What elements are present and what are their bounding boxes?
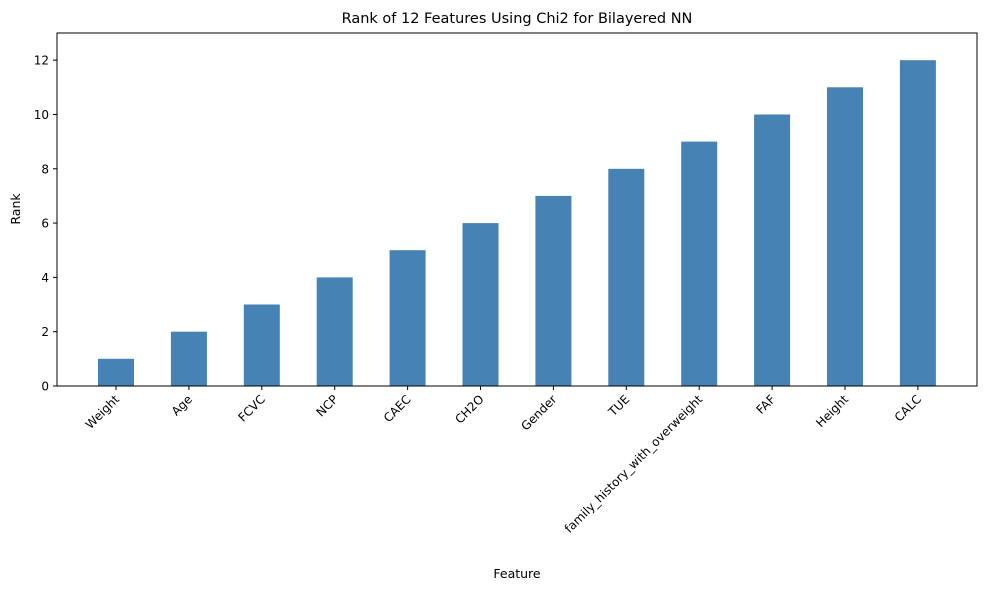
- bars-group: [98, 60, 936, 387]
- x-axis: Weight Age FCVC NCP CAEC CH2O Gender TUEfamily_…: [83, 386, 924, 536]
- bar-CH2O: [462, 223, 499, 386]
- x-tick-label: family_history_with_overweight: [562, 392, 706, 536]
- bar-Height: [827, 87, 863, 387]
- chart-title: Rank of 12 Features Using Chi2 for Bilay…: [342, 11, 693, 27]
- y-tick-label: 4: [41, 271, 49, 285]
- y-axis: 0 2 4 6 8 10 12: [34, 54, 57, 394]
- bar-family_history_with_overweight: [681, 141, 718, 386]
- y-tick-label: 8: [41, 162, 49, 176]
- bar-FAF: [754, 114, 791, 386]
- bar-CAEC: [389, 250, 426, 386]
- x-tick-label: NCP: [314, 392, 341, 419]
- x-tick-label: FAF: [754, 392, 779, 417]
- x-tick-label: FCVC: [235, 392, 267, 424]
- bar-Gender: [535, 195, 572, 386]
- x-tick-label: CH2O: [452, 392, 486, 426]
- x-axis-label: Feature: [493, 566, 541, 581]
- bar-Age: [170, 331, 207, 386]
- x-tick-label: CALC: [892, 392, 924, 424]
- bar-TUE: [608, 168, 645, 386]
- bar-CALC: [899, 60, 936, 386]
- x-tick-label: TUE: [605, 392, 632, 419]
- x-tick-label: Height: [813, 392, 851, 430]
- y-tick-label: 10: [34, 108, 49, 122]
- y-axis-label: Rank: [8, 193, 23, 225]
- bar-Weight: [98, 358, 134, 386]
- x-tick-label: Gender: [518, 392, 559, 433]
- x-tick-label: Age: [169, 392, 195, 418]
- y-tick-label: 12: [34, 54, 49, 68]
- x-tick-label: CAEC: [381, 392, 414, 425]
- plot-frame: [56, 32, 978, 387]
- x-tick-label: Weight: [83, 392, 123, 432]
- bar-FCVC: [243, 304, 280, 386]
- y-tick-label: 6: [41, 217, 49, 231]
- bar-NCP: [316, 277, 353, 386]
- y-tick-label: 0: [41, 380, 49, 394]
- y-tick-label: 2: [41, 325, 49, 339]
